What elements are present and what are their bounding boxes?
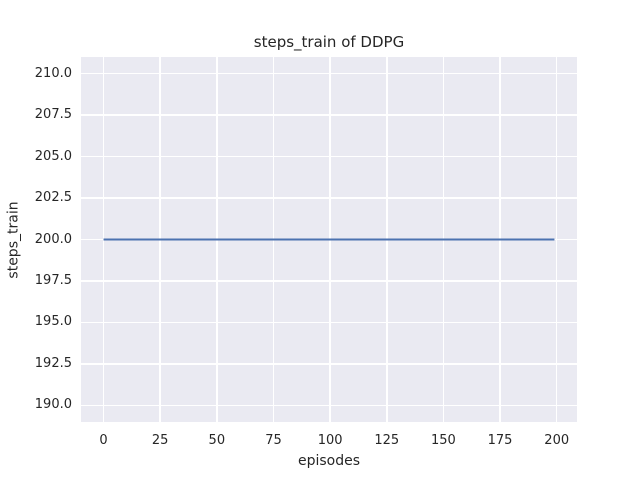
- x-tick-label: 100: [317, 433, 343, 448]
- x-tick-label: 50: [208, 433, 226, 448]
- y-tick-label: 195.0: [34, 314, 72, 330]
- y-tick-label: 210.0: [34, 65, 72, 81]
- y-tick-label: 192.5: [34, 355, 72, 371]
- y-tick-label: 200.0: [34, 231, 72, 247]
- y-gridline: [81, 197, 577, 199]
- y-gridline: [81, 155, 577, 158]
- plot-area: [81, 57, 577, 422]
- series-layer: [103, 238, 555, 241]
- y-tick-label: 197.5: [34, 272, 72, 288]
- y-gridline: [81, 321, 577, 324]
- y-gridline: [81, 72, 577, 75]
- y-tick-label: 207.5: [34, 107, 72, 123]
- x-tick-label: 0: [99, 433, 108, 448]
- x-tick-label: 125: [374, 433, 400, 448]
- chart-title: steps_train of DDPG: [253, 33, 405, 51]
- y-tick-label: 205.0: [34, 148, 72, 164]
- x-tick-label: 200: [544, 433, 570, 448]
- y-tick-label: 190.0: [34, 397, 72, 413]
- y-tick-label: 202.5: [34, 190, 72, 206]
- x-tick-label: 175: [487, 433, 513, 448]
- y-gridline: [81, 404, 577, 407]
- y-gridline: [81, 114, 577, 116]
- x-tick-label: 25: [151, 433, 169, 448]
- x-tick-label: 75: [265, 433, 282, 448]
- y-gridline: [81, 280, 577, 282]
- y-gridline: [81, 363, 577, 365]
- x-tick-label: 150: [431, 433, 456, 448]
- x-axis-label: episodes: [297, 453, 361, 469]
